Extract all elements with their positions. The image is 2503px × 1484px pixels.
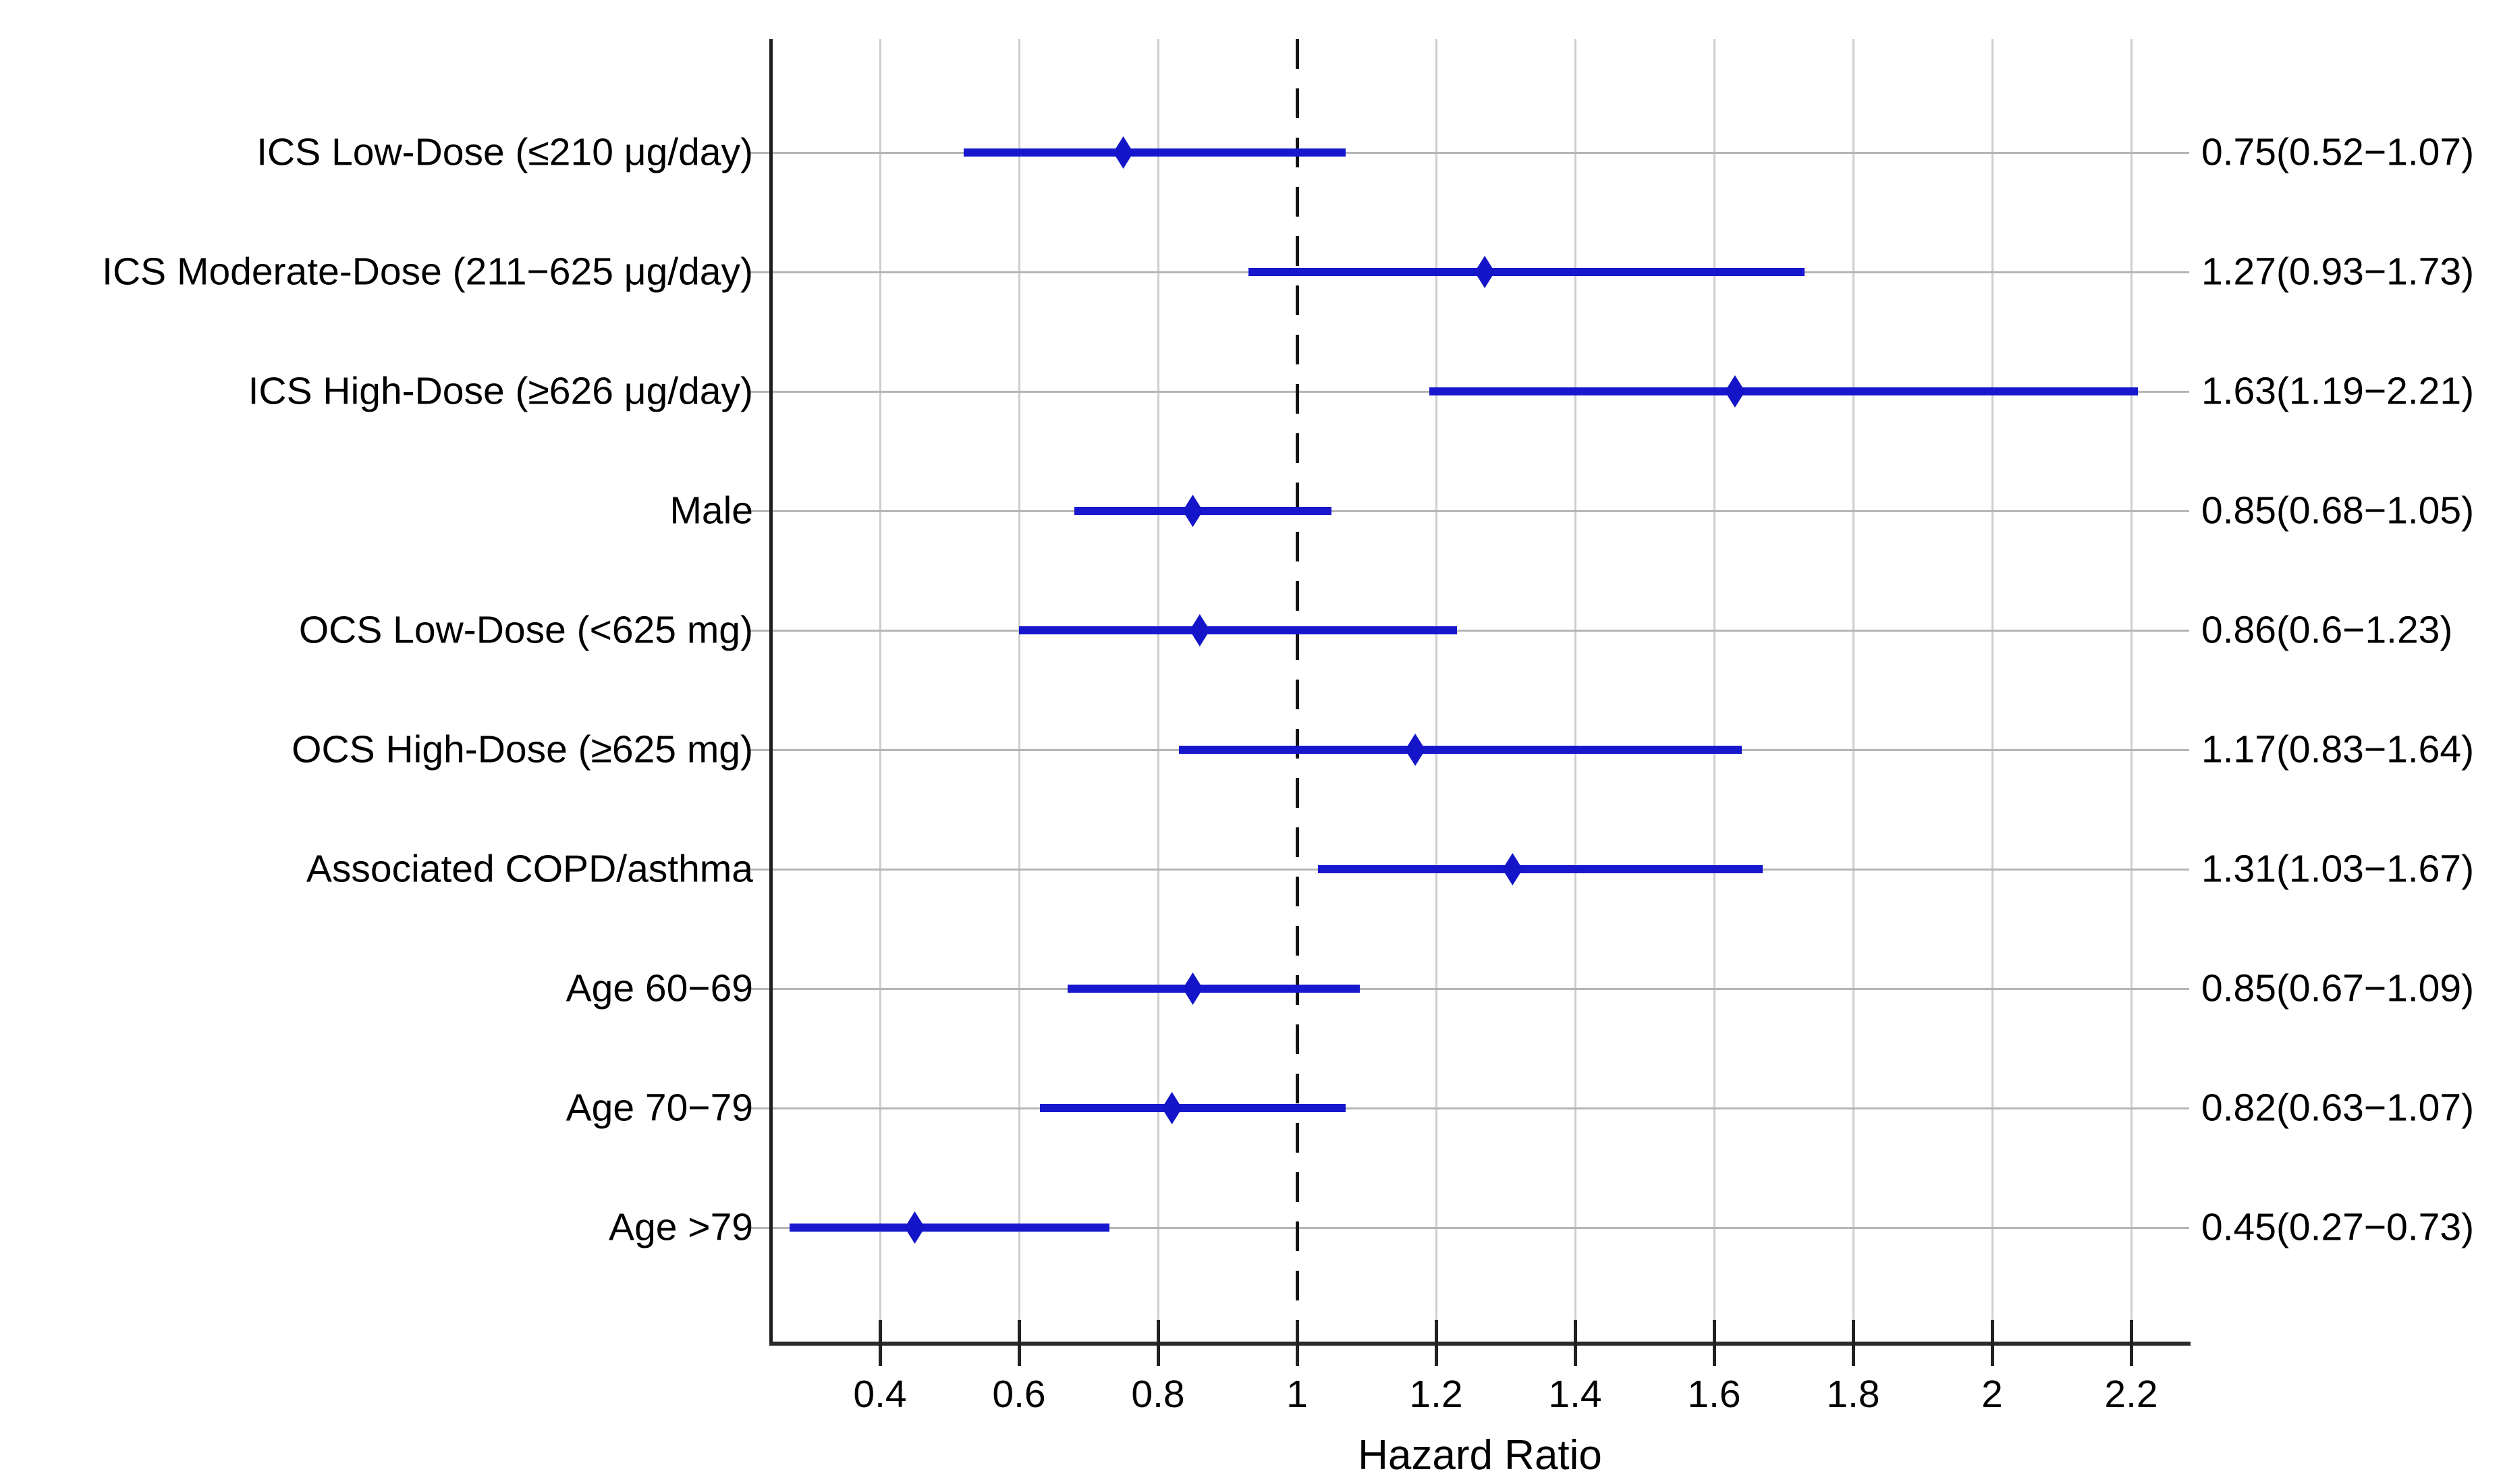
vertical-gridline-0.4 xyxy=(879,39,881,1343)
vertical-gridline-1.4 xyxy=(1574,39,1576,1343)
row-label: OCS High-Dose (≥625 mg) xyxy=(292,727,753,771)
point-estimate-diamond xyxy=(1182,972,1203,1005)
x-axis-title: Hazard Ratio xyxy=(1358,1432,1602,1479)
point-estimate-diamond xyxy=(1405,734,1426,766)
x-tick-label: 1.2 xyxy=(1409,1373,1463,1416)
x-tick-mark-1.8 xyxy=(1851,1320,1855,1366)
ci-bar xyxy=(1178,746,1742,754)
x-tick-mark-1.6 xyxy=(1712,1320,1716,1366)
point-estimate-diamond xyxy=(1182,495,1203,527)
x-tick-mark-0.8 xyxy=(1156,1320,1160,1366)
vertical-gridline-0.8 xyxy=(1157,39,1159,1343)
x-tick-mark-2.2 xyxy=(2129,1320,2133,1366)
x-tick-label: 0.4 xyxy=(853,1373,907,1416)
row-label: Age >79 xyxy=(609,1205,753,1249)
ci-bar xyxy=(1317,865,1763,873)
row-label: Associated COPD/asthma xyxy=(306,847,753,891)
estimate-label: 0.86(0.6−1.23) xyxy=(2201,608,2453,652)
x-tick-mark-0.6 xyxy=(1017,1320,1021,1366)
point-estimate-diamond xyxy=(1724,375,1745,408)
estimate-label: 0.82(0.63−1.07) xyxy=(2201,1086,2475,1130)
point-estimate-diamond xyxy=(1161,1092,1182,1124)
x-tick-label: 1 xyxy=(1286,1373,1308,1416)
x-tick-label: 0.6 xyxy=(992,1373,1046,1416)
ci-bar xyxy=(1039,1104,1346,1112)
estimate-label: 1.63(1.19−2.21) xyxy=(2201,369,2475,413)
x-tick-mark-1.2 xyxy=(1434,1320,1438,1366)
point-estimate-diamond xyxy=(1502,853,1523,885)
vertical-gridline-2 xyxy=(1991,39,1993,1343)
row-gridline xyxy=(750,151,2189,154)
row-gridline xyxy=(750,629,2189,632)
row-label: ICS Moderate-Dose (211−625 μg/day) xyxy=(102,250,753,294)
x-tick-label: 2.2 xyxy=(2104,1373,2158,1416)
point-estimate-diamond xyxy=(1113,136,1134,169)
x-tick-label: 1.6 xyxy=(1687,1373,1741,1416)
row-label: Age 60−69 xyxy=(566,966,753,1010)
row-gridline xyxy=(750,1226,2189,1229)
ci-bar xyxy=(1074,507,1332,515)
x-tick-label: 2 xyxy=(1981,1373,2003,1416)
x-axis-line xyxy=(769,1342,2191,1346)
estimate-label: 1.17(0.83−1.64) xyxy=(2201,727,2475,771)
point-estimate-diamond xyxy=(1475,256,1495,288)
x-tick-mark-1 xyxy=(1295,1320,1299,1366)
estimate-label: 1.31(1.03−1.67) xyxy=(2201,847,2475,891)
row-label: Age 70−79 xyxy=(566,1086,753,1130)
estimate-label: 1.27(0.93−1.73) xyxy=(2201,250,2475,294)
x-tick-label: 1.4 xyxy=(1548,1373,1602,1416)
reference-line-hr1 xyxy=(1296,39,1299,1343)
vertical-gridline-0.6 xyxy=(1018,39,1020,1343)
point-estimate-diamond xyxy=(1189,614,1210,647)
point-estimate-diamond xyxy=(904,1211,925,1244)
row-label: ICS Low-Dose (≤210 μg/day) xyxy=(256,130,753,174)
row-label: Male xyxy=(669,489,753,532)
x-tick-label: 1.8 xyxy=(1826,1373,1880,1416)
row-gridline xyxy=(750,1107,2189,1109)
ci-bar xyxy=(1248,268,1805,276)
ci-bar xyxy=(1068,985,1360,993)
row-gridline xyxy=(750,510,2189,512)
estimate-label: 0.85(0.68−1.05) xyxy=(2201,489,2475,532)
vertical-gridline-1.6 xyxy=(1713,39,1715,1343)
x-tick-label: 0.8 xyxy=(1131,1373,1185,1416)
x-tick-mark-2 xyxy=(1990,1320,1994,1366)
estimate-label: 0.75(0.52−1.07) xyxy=(2201,130,2475,174)
ci-bar xyxy=(1429,387,2139,395)
ci-bar xyxy=(963,148,1346,157)
ci-bar xyxy=(790,1224,1109,1232)
y-axis-line xyxy=(769,39,773,1346)
vertical-gridline-2.2 xyxy=(2130,39,2133,1343)
estimate-label: 0.85(0.67−1.09) xyxy=(2201,966,2475,1010)
row-gridline xyxy=(750,987,2189,990)
row-label: OCS Low-Dose (<625 mg) xyxy=(298,608,753,652)
x-tick-mark-0.4 xyxy=(878,1320,882,1366)
vertical-gridline-1.2 xyxy=(1435,39,1437,1343)
row-label: ICS High-Dose (≥626 μg/day) xyxy=(248,369,753,413)
x-tick-mark-1.4 xyxy=(1573,1320,1577,1366)
estimate-label: 0.45(0.27−0.73) xyxy=(2201,1205,2475,1249)
ci-bar xyxy=(1019,626,1457,634)
vertical-gridline-1.8 xyxy=(1852,39,1854,1343)
